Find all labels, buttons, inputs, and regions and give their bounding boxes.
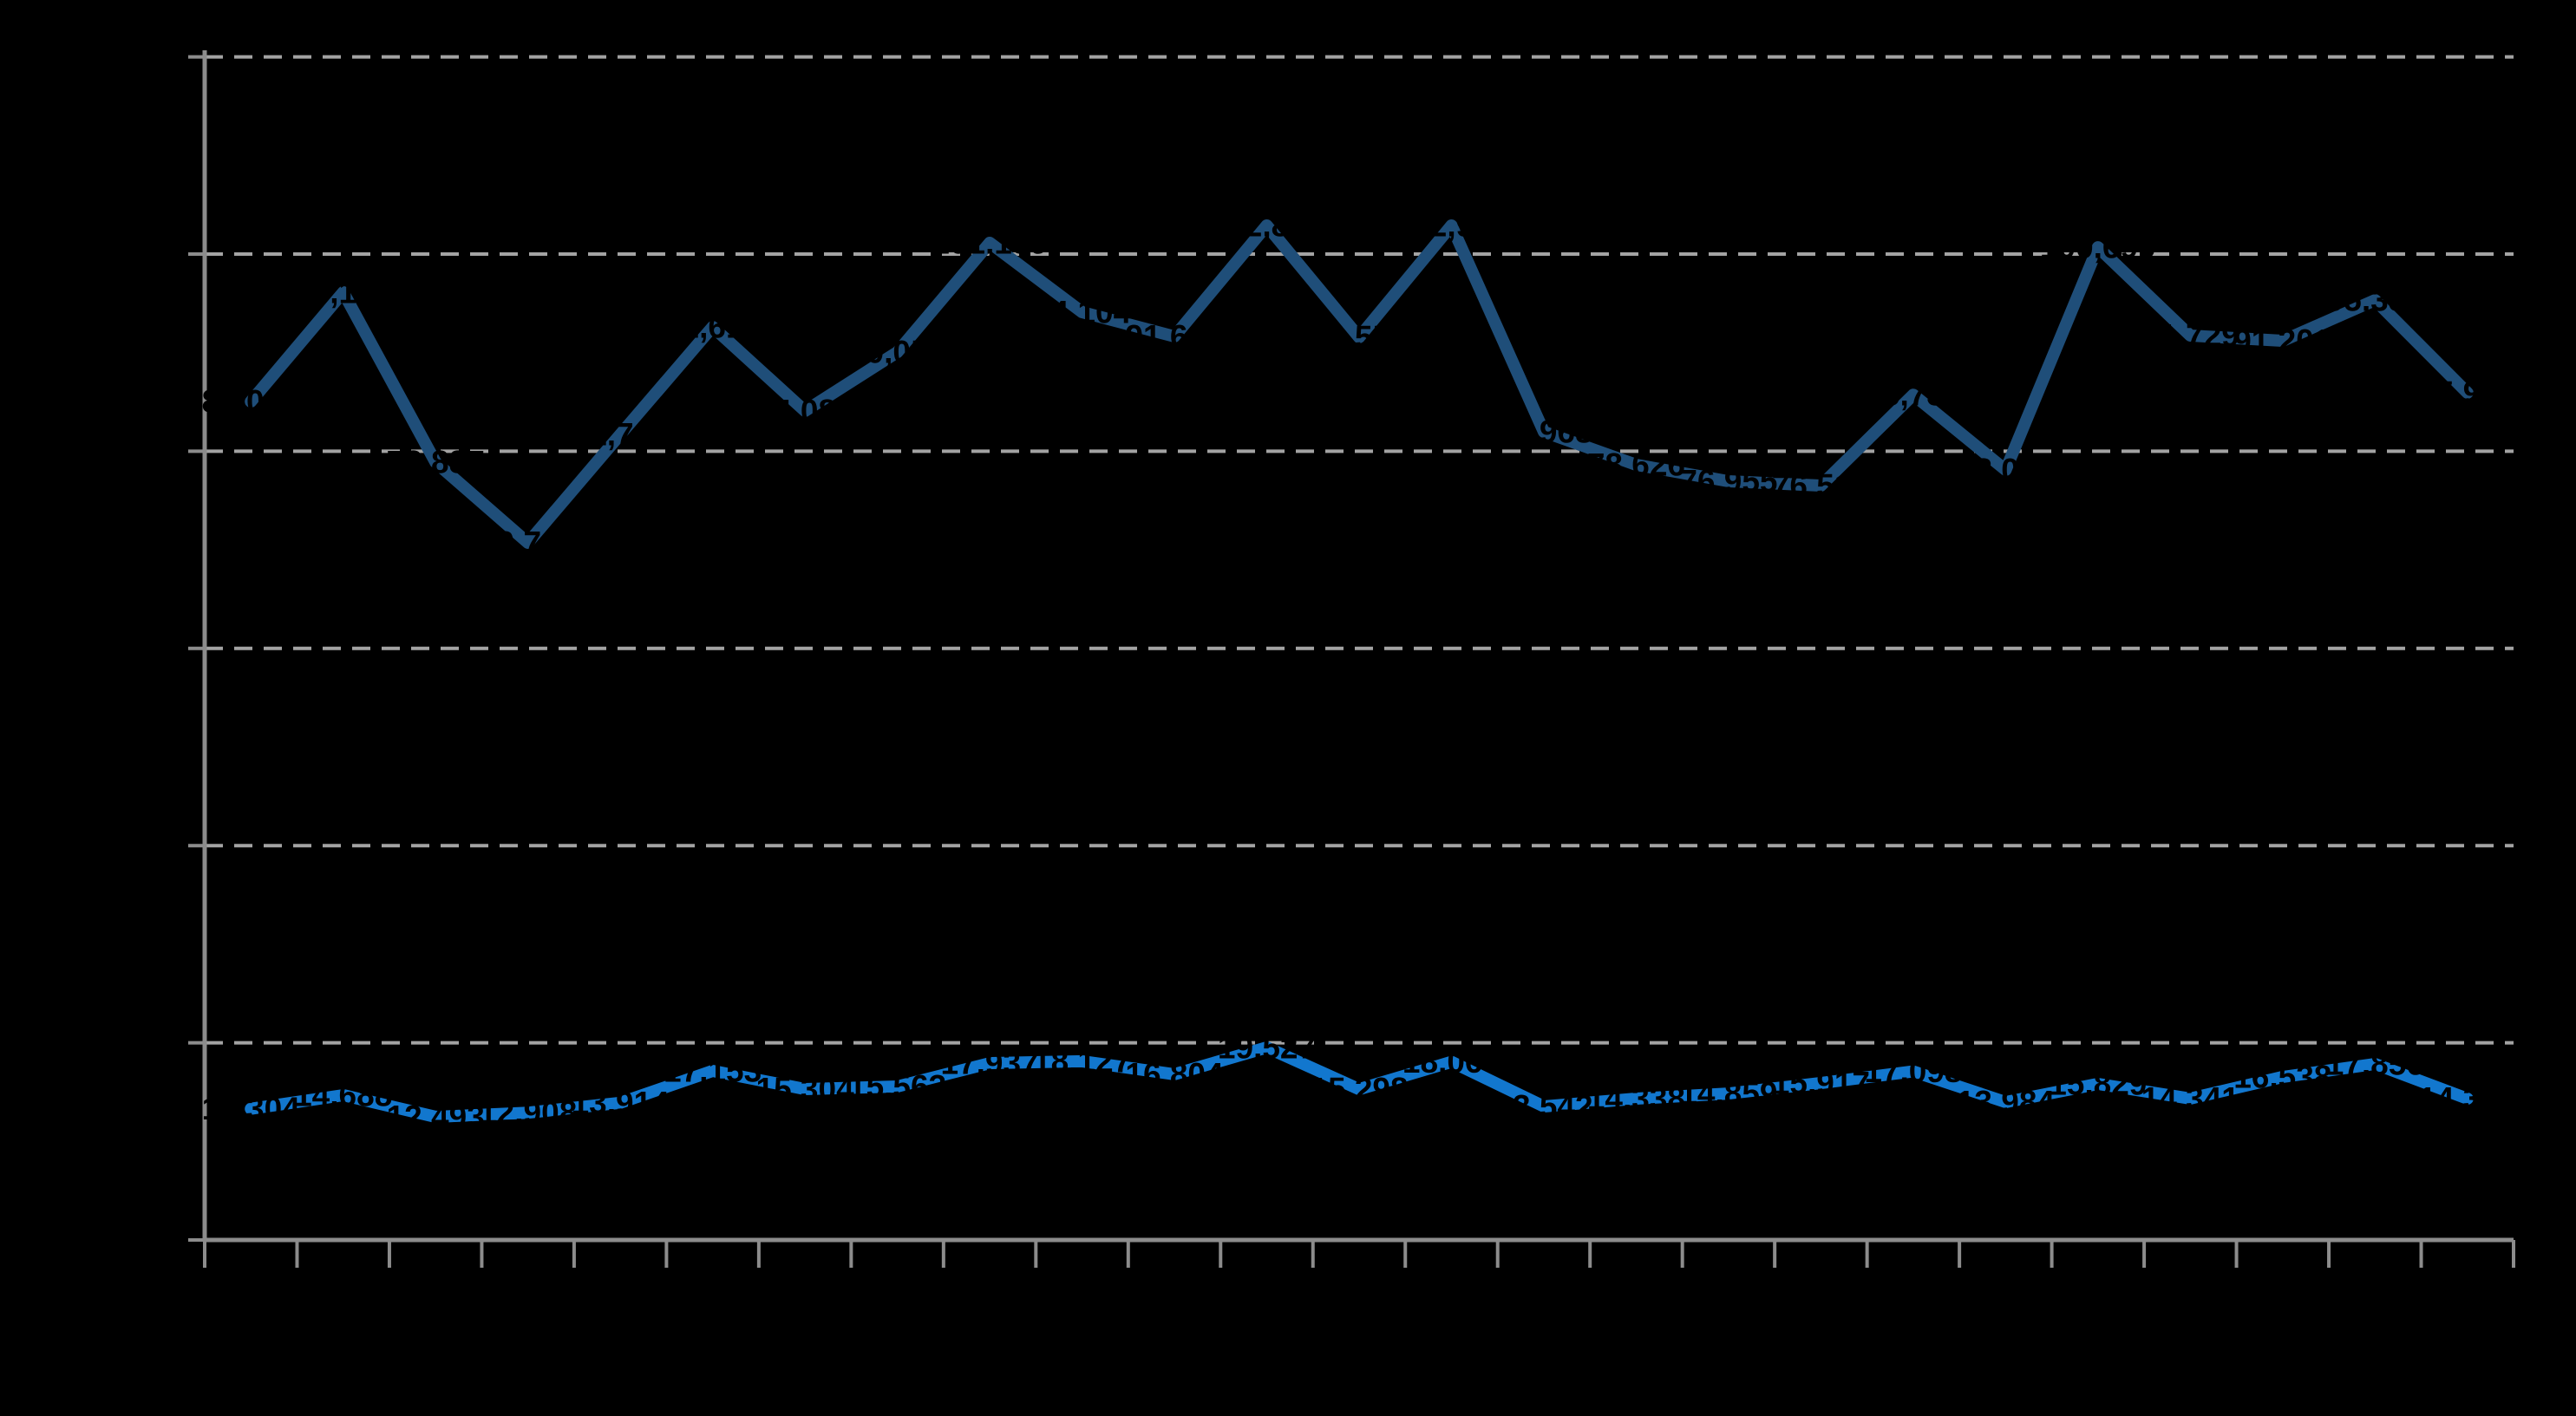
data-label: 18,064 (1402, 1044, 1501, 1080)
data-label: 76,515 (1772, 468, 1870, 504)
data-label: 91,201 (2233, 323, 2331, 359)
data-label: 15,917 (1772, 1066, 1870, 1101)
y-axis-tick-label: 60,000 (88, 632, 179, 665)
series-2-line (245, 1041, 2474, 1123)
data-label: 102,899 (1209, 208, 1325, 244)
data-label: 70,712 (479, 525, 577, 561)
data-label: 16,804 (1125, 1056, 1224, 1092)
y-axis-tick-label: 120,000 (72, 41, 179, 74)
y-axis-tick-label: 80,000 (88, 434, 179, 467)
data-label: 15,563 (848, 1069, 946, 1105)
data-label: 17,098 (1864, 1054, 1962, 1089)
data-label: 100,699 (2040, 230, 2156, 265)
data-label: 101,139 (932, 225, 1048, 261)
data-label: 96,128 (294, 275, 392, 310)
data-label: 17,856 (2326, 1047, 2424, 1082)
y-axis-tick-label: 0 (162, 1224, 179, 1256)
data-label: 17,937 (941, 1046, 1039, 1081)
data-label: 15,829 (2049, 1067, 2147, 1102)
axis-ticks (188, 55, 2515, 1268)
data-label: 15,298 (1310, 1072, 1408, 1107)
data-label: 91,729 (2141, 318, 2239, 354)
y-axis-tick-label: 100,000 (72, 238, 179, 271)
data-label: 13,304 (202, 1091, 301, 1126)
data-label: 78,626 (1587, 447, 1685, 483)
data-label: 14,859 (1679, 1076, 1777, 1112)
data-label: 102,904 (1394, 208, 1510, 244)
data-label: 14,332 (2418, 1081, 2516, 1117)
data-label: 76,955 (1679, 464, 1777, 499)
data-label: 13,542 (1494, 1089, 1592, 1125)
data-label: 19,527 (1218, 1030, 1316, 1066)
data-label: 85,934 (2418, 375, 2517, 410)
data-label: 16,538 (2233, 1060, 2331, 1095)
data-label: 15,304 (756, 1072, 855, 1107)
data-label: 91,641 (1125, 319, 1223, 355)
data-label: 90,057 (848, 335, 946, 370)
data-label: 78,887 (387, 445, 485, 480)
data-label: 13,914 (572, 1085, 670, 1120)
data-label: 17,153 (664, 1054, 762, 1089)
gridlines (205, 55, 2514, 1045)
data-label: 12,493 (387, 1100, 485, 1135)
series-lines (245, 219, 2474, 1123)
data-label: 13,984 (1957, 1085, 2056, 1120)
data-label: 91,553 (1310, 320, 1408, 356)
data-label: 78,099 (1957, 453, 2055, 488)
data-label: 14,341 (2141, 1080, 2239, 1116)
y-axis-tick-label: 40,000 (88, 829, 179, 862)
data-label: 18,127 (1033, 1043, 1131, 1079)
data-label: 92,612 (664, 310, 762, 345)
data-label: 81,968 (1494, 414, 1592, 450)
data-label: 14,688 (294, 1078, 392, 1113)
y-axis-labels: 0 20,000 40,000 60,000 80,000 100,000 120,000 (72, 41, 179, 1256)
data-label: 85,731 (1864, 377, 1962, 413)
series-1-line (245, 219, 2474, 549)
data-label: 12,908 (479, 1095, 577, 1131)
data-label: 81,704 (572, 417, 670, 453)
data-label: 94,104 (1033, 295, 1132, 330)
data-labels: 85,037 96,128 78,887 70,712 81,704 92,612 84,0… (202, 208, 2517, 1135)
data-label: 85,037 (202, 384, 300, 420)
data-label: 14,338 (1587, 1081, 1685, 1117)
data-label: 95,331 (2326, 283, 2424, 318)
y-axis-tick-label: 20,000 (88, 1027, 179, 1060)
data-label: 84,080 (756, 394, 854, 429)
